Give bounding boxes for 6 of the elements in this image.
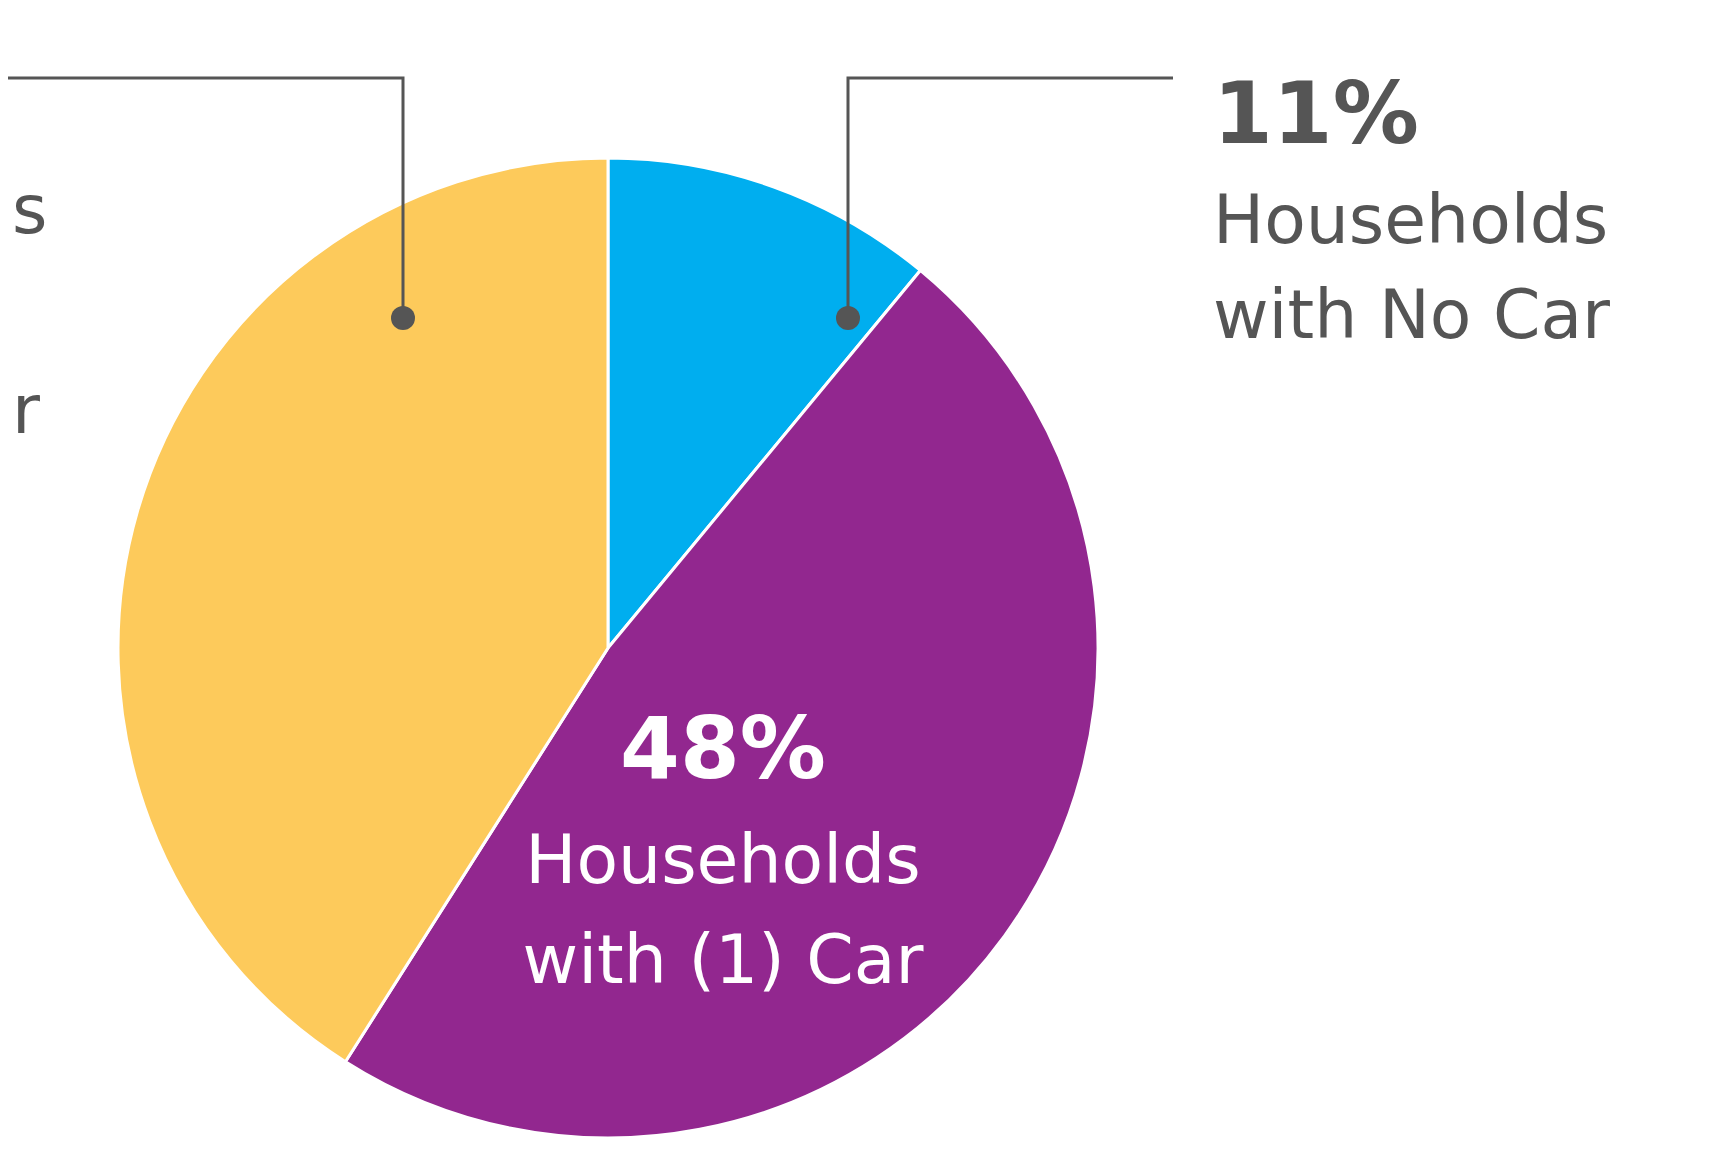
slice-label: Households with (1) Car xyxy=(522,820,924,999)
slice-label: Households with No Car xyxy=(1213,180,1611,354)
text: r xyxy=(12,370,40,449)
data-label: 48% xyxy=(620,698,826,798)
data-label: 11% xyxy=(1213,63,1419,163)
text: s xyxy=(12,170,48,249)
